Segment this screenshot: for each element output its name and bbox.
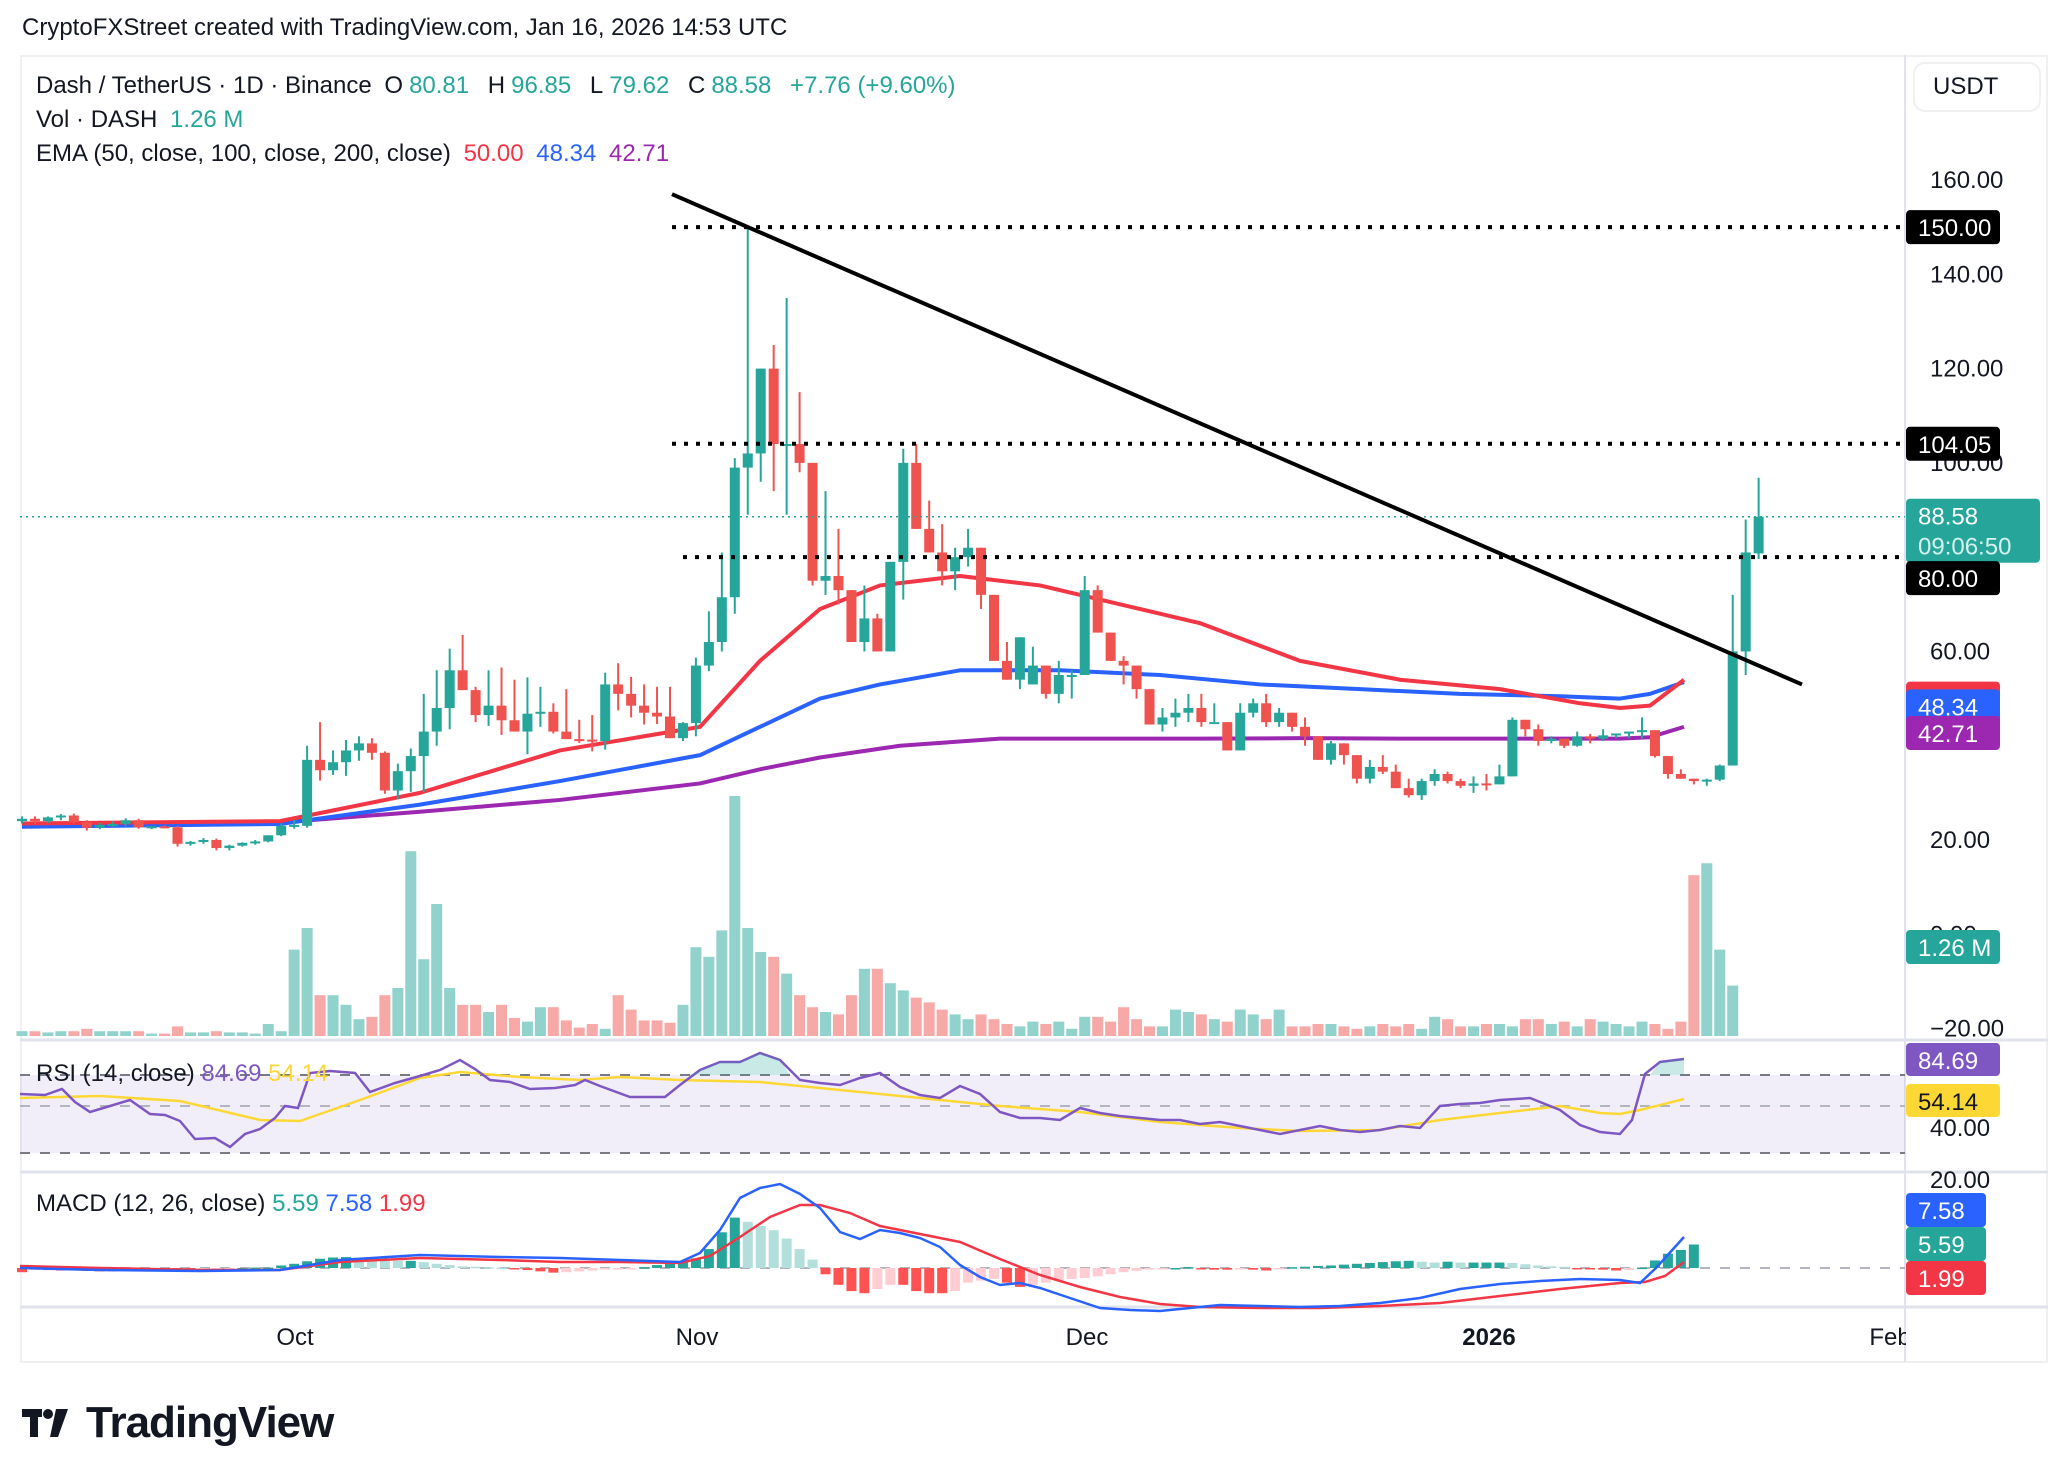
macd-badge: 5.59 — [1906, 1227, 1986, 1261]
time-axis-corner — [1906, 1309, 2046, 1361]
price-badge: 42.71 — [1906, 715, 2000, 750]
macd-histogram — [17, 1217, 1699, 1294]
volume-value: 1.26 M — [170, 106, 244, 133]
price-badge: 88.58 09:06:50 — [1906, 498, 2040, 563]
ohlc-high: H 96.85 — [487, 72, 572, 99]
price-tick: 20.00 — [1930, 827, 1990, 854]
ohlc-low: L 79.62 — [589, 72, 670, 99]
time-axis-label: Nov — [676, 1324, 719, 1351]
time-axis-label: 2026 — [1462, 1324, 1515, 1351]
svg-text:84.69: 84.69 — [1918, 1048, 1978, 1075]
chart-frame — [20, 55, 2048, 1363]
macd-line-value: 7.58 — [325, 1190, 373, 1217]
tradingview-logo-icon — [22, 1409, 68, 1437]
volume-legend: Vol · DASH 1.26 M — [36, 106, 249, 134]
macd-label[interactable]: MACD (12, 26, close) — [36, 1190, 266, 1217]
macd-tick: 20.00 — [1930, 1167, 1990, 1194]
ema-label[interactable]: EMA (50, close, 100, close, 200, close) — [36, 140, 451, 167]
currency-button[interactable]: USDT — [1913, 62, 2041, 112]
macd-signal-line — [19, 1203, 1685, 1310]
svg-text:42.71: 42.71 — [1918, 721, 1978, 748]
rsi-legend: RSI (14, close) 84.69 54.14 — [36, 1060, 328, 1088]
ohlc-close: C 88.58 — [687, 72, 772, 99]
time-axis-label: Feb — [1869, 1324, 1910, 1351]
chart-credit: CryptoFXStreet created with TradingView.… — [22, 14, 788, 41]
macd-line — [19, 1182, 1685, 1313]
rsi-overbought-fill — [1650, 1059, 1684, 1075]
ema-legend: EMA (50, close, 100, close, 200, close) … — [36, 140, 675, 168]
svg-text:80.00: 80.00 — [1918, 566, 1978, 593]
macd-signal-value: 1.99 — [378, 1190, 426, 1217]
rsi-ma-line — [19, 1070, 1685, 1133]
volume-bars — [16, 796, 1739, 1036]
price-tick: 120.00 — [1930, 356, 2003, 383]
rsi-tick: 40.00 — [1930, 1115, 1990, 1142]
rsi-ma-value: 54.14 — [268, 1060, 329, 1087]
macd-badge: 7.58 — [1906, 1193, 1986, 1227]
macd-badge: 1.99 — [1906, 1261, 1986, 1295]
price-change: +7.76 (+9.60%) — [790, 72, 956, 99]
rsi-value: 84.69 — [201, 1060, 262, 1087]
price-badge: 104.05 — [1906, 426, 2000, 461]
ema50-line — [21, 574, 1686, 826]
ema100-line — [21, 668, 1685, 829]
svg-text:1.99: 1.99 — [1918, 1266, 1965, 1293]
price-tick: 160.00 — [1930, 167, 2003, 194]
tradingview-logo[interactable]: TradingView — [22, 1398, 334, 1448]
svg-text:54.14: 54.14 — [1918, 1089, 1978, 1116]
rsi-label[interactable]: RSI (14, close) — [36, 1060, 195, 1087]
rsi-badge: 84.69 — [1906, 1043, 2000, 1076]
trendline — [671, 192, 1803, 687]
price-tick: −20.00 — [1930, 1016, 2004, 1043]
rsi-badge: 54.14 — [1906, 1084, 2000, 1117]
symbol-title[interactable]: Dash / TetherUS · 1D · Binance — [36, 72, 372, 99]
macd-legend: MACD (12, 26, close) 5.59 7.58 1.99 — [36, 1190, 426, 1218]
price-badge: 150.00 — [1906, 210, 2000, 245]
svg-text:09:06:50: 09:06:50 — [1918, 534, 2011, 561]
svg-text:104.05: 104.05 — [1918, 432, 1991, 459]
svg-text:7.58: 7.58 — [1918, 1198, 1965, 1225]
brand-name: TradingView — [86, 1398, 334, 1447]
ema100-value: 48.34 — [536, 140, 597, 167]
ema50-value: 50.00 — [463, 140, 524, 167]
rsi-line — [19, 1051, 1685, 1149]
svg-text:5.59: 5.59 — [1918, 1232, 1965, 1259]
time-axis-label: Oct — [276, 1324, 314, 1351]
price-tick: 140.00 — [1930, 261, 2003, 288]
candlesticks — [17, 227, 1764, 851]
rsi-overbought-fill — [690, 1053, 790, 1075]
price-badge: 80.00 — [1906, 561, 2000, 596]
svg-text:1.26 M: 1.26 M — [1918, 935, 1991, 962]
price-badge: 1.26 M — [1906, 930, 2000, 964]
macd-hist-value: 5.59 — [272, 1190, 319, 1217]
volume-label[interactable]: Vol · DASH — [36, 106, 158, 133]
ohlc-open: O 80.81 — [384, 72, 470, 99]
ema200-value: 42.71 — [609, 140, 670, 167]
svg-text:88.58: 88.58 — [1918, 504, 1978, 531]
svg-text:150.00: 150.00 — [1918, 215, 1991, 242]
price-tick: 60.00 — [1930, 638, 1990, 665]
time-axis-label: Dec — [1066, 1324, 1109, 1351]
